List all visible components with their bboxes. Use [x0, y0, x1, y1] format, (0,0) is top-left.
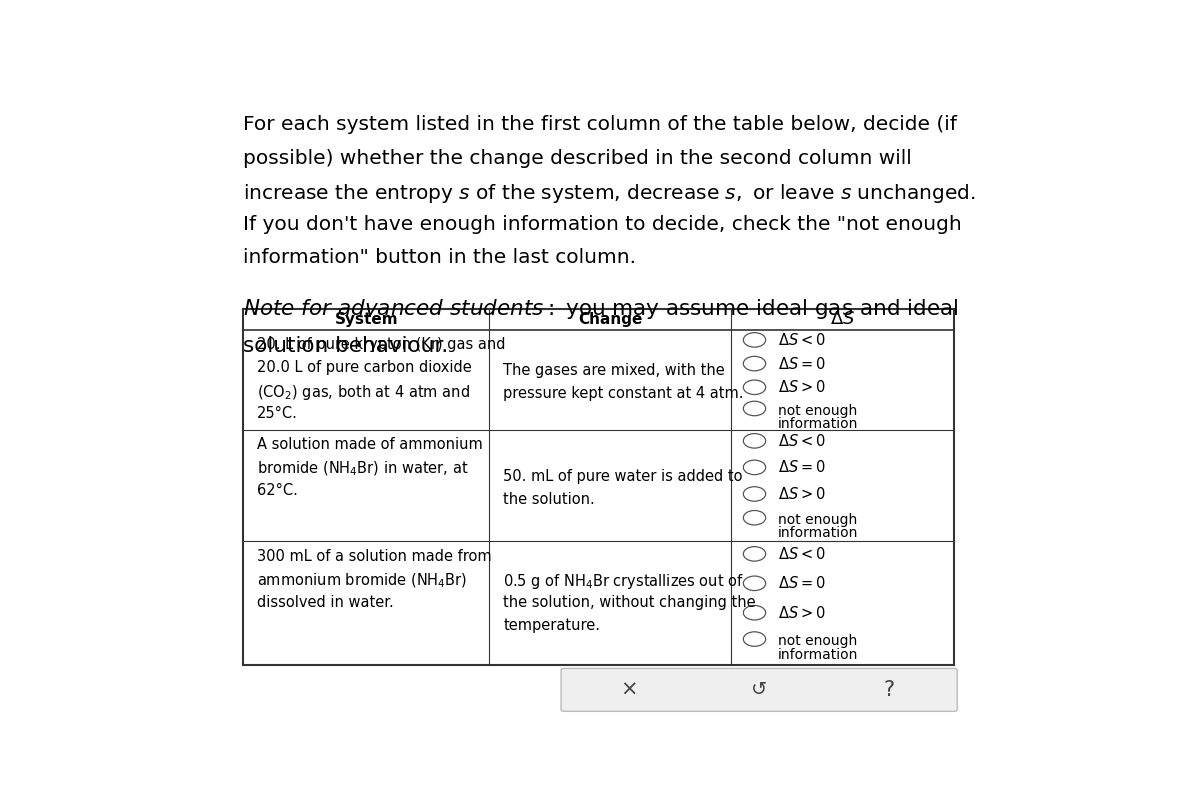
Text: If you don't have enough information to decide, check the "not enough: If you don't have enough information to …	[242, 215, 961, 234]
Text: $\Delta S$: $\Delta S$	[830, 310, 856, 328]
Text: solution behaviour.: solution behaviour.	[242, 336, 449, 356]
Text: $\Delta S < 0$: $\Delta S < 0$	[778, 332, 826, 348]
Text: $\Delta S = 0$: $\Delta S = 0$	[778, 356, 826, 371]
Text: 62°C.: 62°C.	[257, 483, 298, 498]
Text: ammonium bromide (NH$_4$Br): ammonium bromide (NH$_4$Br)	[257, 571, 467, 590]
Text: System: System	[335, 312, 398, 327]
Text: information: information	[778, 648, 858, 662]
Text: not enough: not enough	[778, 513, 857, 527]
Text: 25°C.: 25°C.	[257, 406, 298, 421]
FancyBboxPatch shape	[562, 669, 958, 711]
Text: $\Delta S > 0$: $\Delta S > 0$	[778, 379, 826, 396]
Text: (CO$_2$) gas, both at 4 atm and: (CO$_2$) gas, both at 4 atm and	[257, 383, 470, 402]
Text: information: information	[778, 526, 858, 540]
Text: information" button in the last column.: information" button in the last column.	[242, 248, 636, 268]
Text: possible) whether the change described in the second column will: possible) whether the change described i…	[242, 148, 912, 168]
Text: For each system listed in the first column of the table below, decide (if: For each system listed in the first colu…	[242, 115, 956, 134]
Text: Change: Change	[578, 312, 642, 327]
Text: $\it{Note\ for\ advanced\ students:}$ you may assume ideal gas and ideal: $\it{Note\ for\ advanced\ students:}$ yo…	[242, 297, 959, 321]
Text: not enough: not enough	[778, 403, 857, 418]
Text: 0.5 g of NH$_4$Br crystallizes out of: 0.5 g of NH$_4$Br crystallizes out of	[504, 572, 744, 591]
Text: $\Delta S > 0$: $\Delta S > 0$	[778, 486, 826, 502]
Text: the solution.: the solution.	[504, 491, 595, 506]
Text: ?: ?	[883, 680, 895, 700]
Text: 50. mL of pure water is added to: 50. mL of pure water is added to	[504, 469, 743, 484]
Text: temperature.: temperature.	[504, 618, 600, 633]
Text: the solution, without changing the: the solution, without changing the	[504, 595, 756, 610]
Text: $\Delta S < 0$: $\Delta S < 0$	[778, 433, 826, 449]
Text: $\Delta S > 0$: $\Delta S > 0$	[778, 604, 826, 621]
Text: increase the entropy $s$ of the system, decrease $s,$ or leave $s$ unchanged.: increase the entropy $s$ of the system, …	[242, 182, 976, 205]
Text: $\Delta S = 0$: $\Delta S = 0$	[778, 459, 826, 476]
Text: bromide (NH$_4$Br) in water, at: bromide (NH$_4$Br) in water, at	[257, 460, 468, 478]
Text: The gases are mixed, with the: The gases are mixed, with the	[504, 363, 725, 378]
Text: $\Delta S < 0$: $\Delta S < 0$	[778, 546, 826, 562]
Text: A solution made of ammonium: A solution made of ammonium	[257, 437, 482, 452]
Text: 20. L of pure krypton (Kr) gas and: 20. L of pure krypton (Kr) gas and	[257, 338, 505, 352]
Text: not enough: not enough	[778, 634, 857, 648]
Text: ×: ×	[620, 680, 637, 700]
Text: 300 mL of a solution made from: 300 mL of a solution made from	[257, 549, 492, 564]
Text: information: information	[778, 417, 858, 431]
Text: 20.0 L of pure carbon dioxide: 20.0 L of pure carbon dioxide	[257, 360, 472, 375]
Text: ↺: ↺	[751, 681, 767, 699]
Text: dissolved in water.: dissolved in water.	[257, 595, 394, 610]
Text: pressure kept constant at 4 atm.: pressure kept constant at 4 atm.	[504, 386, 744, 401]
Text: $\Delta S = 0$: $\Delta S = 0$	[778, 575, 826, 591]
